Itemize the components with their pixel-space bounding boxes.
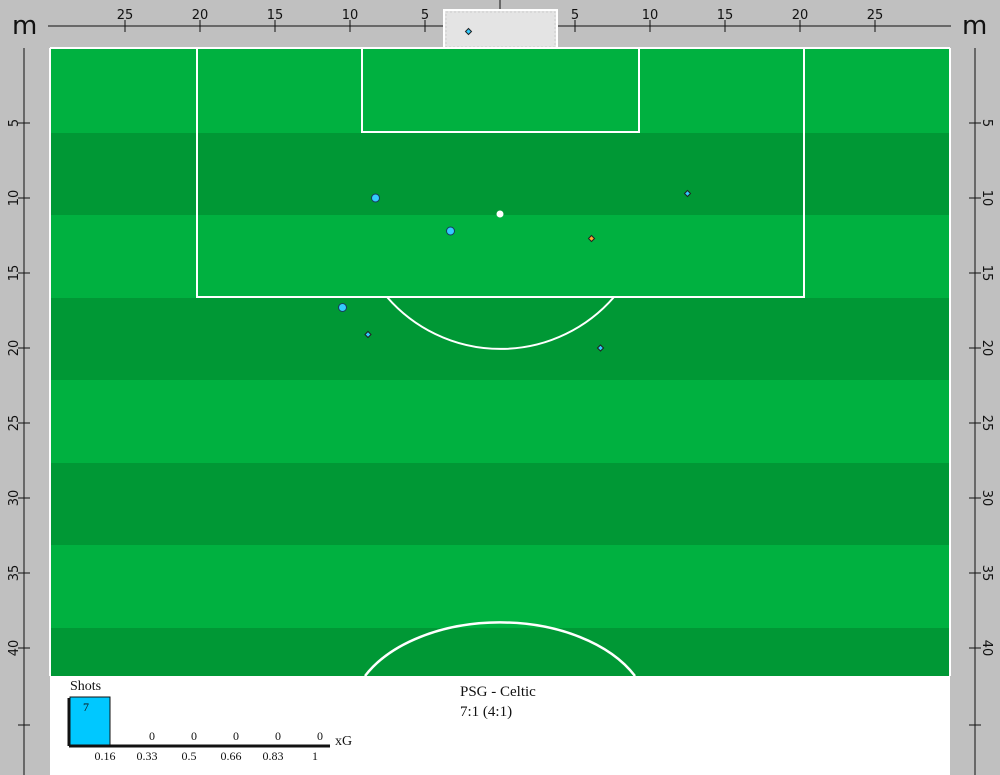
top-ruler-label: 25 [867, 8, 884, 23]
histogram-category-label: 0.66 [221, 749, 242, 763]
left-ruler-label: 35 [7, 565, 22, 582]
top-ruler-label: 15 [717, 8, 734, 23]
histogram-bar-value: 7 [83, 700, 89, 714]
right-ruler-label: 10 [979, 190, 994, 207]
goal-net [443, 9, 558, 49]
histogram-category-label: 0.16 [95, 749, 116, 763]
pitch-stripe [50, 48, 950, 133]
top-ruler-label: 5 [571, 8, 579, 23]
left-ruler-label: 40 [7, 640, 22, 657]
right-ruler-label: 15 [979, 265, 994, 282]
right-ruler-ticks: 5 10 15 20 25 30 35 40 [969, 119, 994, 726]
left-unit-label: m [12, 11, 37, 41]
top-ruler-ticks: 25 20 15 10 5 5 10 15 20 25 [117, 0, 884, 32]
top-ruler-label: 20 [192, 8, 209, 23]
shot-markers [338, 27, 692, 352]
pitch-stripe [50, 545, 950, 628]
match-score: 7:1 (4:1) [460, 704, 513, 720]
pitch-stripe [50, 215, 950, 298]
top-ruler-label: 25 [117, 8, 134, 23]
histogram-category-label: 0.5 [182, 749, 197, 763]
pitch-stripe [50, 463, 950, 545]
left-ruler-label: 20 [7, 340, 22, 357]
shot-marker-circle [371, 193, 380, 203]
histogram-bar-value: 0 [275, 729, 281, 743]
pitch [49, 47, 951, 677]
top-ruler-label: 10 [642, 8, 659, 23]
pitch-stripe [50, 133, 950, 215]
penalty-spot [496, 210, 504, 218]
right-ruler-label: 20 [979, 340, 994, 357]
histogram-bars: 7 0.16 0 0.33 0 0.5 0 0.66 0 0.83 0 1 [69, 696, 323, 763]
goal-area [361, 47, 640, 133]
right-ruler-label: 25 [979, 415, 994, 432]
legend-panel: PSG - Celtic 7:1 (4:1) Shots xG 7 0.16 0 0.… [50, 676, 950, 775]
histogram-category-label: 0.83 [263, 749, 284, 763]
histogram-category-label: 1 [312, 749, 318, 763]
top-ruler-label: 5 [421, 8, 429, 23]
right-ruler-label: 5 [979, 119, 994, 127]
histogram-bar-value: 0 [149, 729, 155, 743]
shot-marker-diamond [587, 234, 596, 243]
left-ruler-label: 30 [7, 490, 22, 507]
pitch-stripe [50, 298, 950, 380]
shot-marker-diamond [364, 330, 372, 339]
left-ruler-ticks: 5 10 15 20 25 30 35 40 [7, 119, 30, 726]
shot-marker-circle [338, 303, 347, 312]
top-ruler-label: 15 [267, 8, 284, 23]
match-info: PSG - Celtic 7:1 (4:1) [460, 682, 536, 722]
pitch-stripe [50, 380, 950, 463]
right-ruler-label: 40 [979, 640, 994, 657]
penalty-arc [386, 296, 615, 350]
histogram-x-label: xG [335, 734, 352, 749]
histogram-bar-value: 0 [233, 729, 239, 743]
shot-marker-circle [446, 226, 455, 236]
pitch-stripe [50, 628, 950, 676]
right-ruler-label: 35 [979, 565, 994, 582]
match-teams: PSG - Celtic [460, 684, 536, 700]
top-ruler-label: 20 [792, 8, 809, 23]
histogram-bar [69, 696, 111, 746]
left-ruler-label: 10 [7, 190, 22, 207]
histogram-category-label: 0.33 [137, 749, 158, 763]
xg-histogram: Shots xG 7 0.16 0 0.33 0 0.5 0 0.66 0 0.83 0 1 [67, 679, 352, 763]
histogram-bar-value: 0 [191, 729, 197, 743]
histogram-bar-value: 0 [317, 729, 323, 743]
histogram-title: Shots [70, 679, 101, 694]
left-ruler-label: 15 [7, 265, 22, 282]
top-ruler-label: 10 [342, 8, 359, 23]
shot-marker-diamond [683, 189, 692, 198]
right-ruler-label: 30 [979, 490, 994, 507]
left-ruler-label: 5 [7, 119, 22, 127]
right-unit-label: m [962, 11, 987, 41]
shot-marker-diamond [464, 27, 473, 36]
left-ruler-label: 25 [7, 415, 22, 432]
shot-marker-diamond [596, 344, 605, 352]
center-circle [364, 621, 636, 677]
